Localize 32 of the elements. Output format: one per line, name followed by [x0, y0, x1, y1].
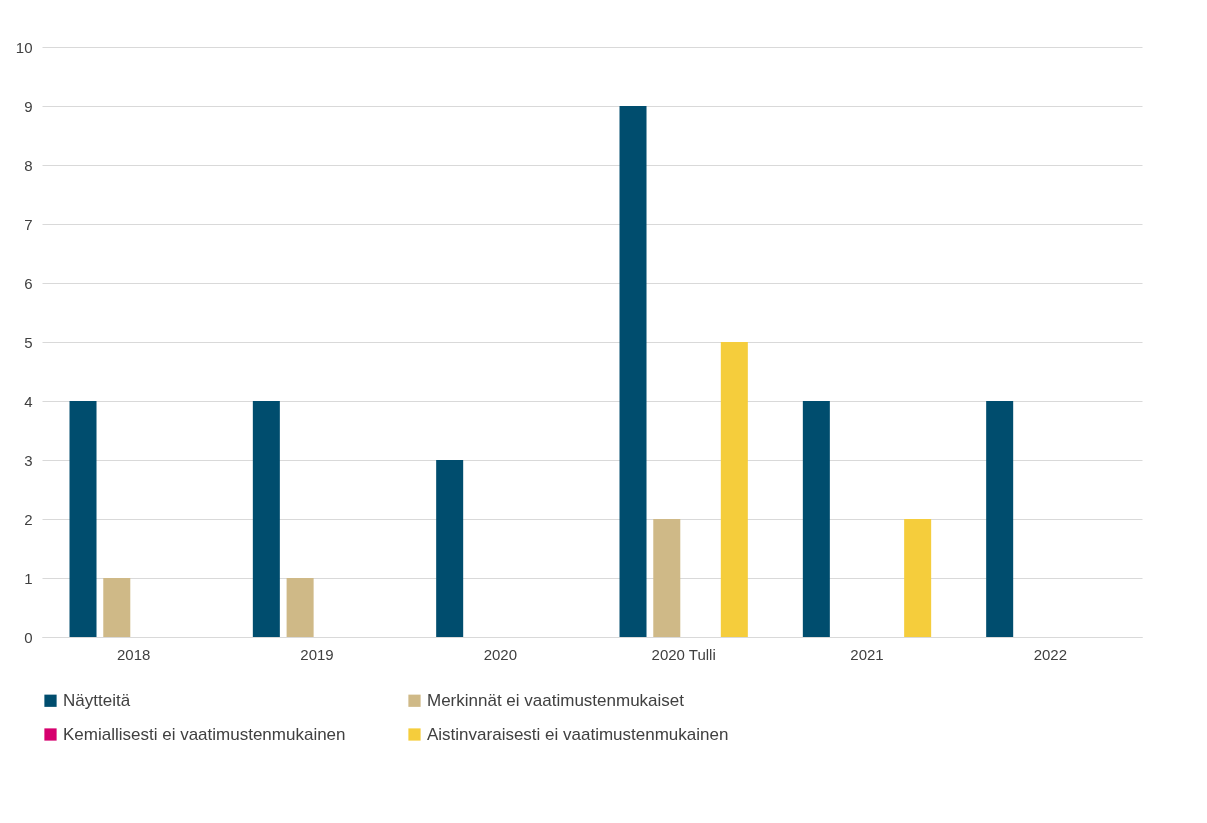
y-tick-label: 7 [24, 215, 33, 233]
bar [904, 519, 932, 637]
y-tick-label: 8 [24, 156, 33, 174]
bar [436, 460, 464, 637]
legend-label: Kemiallisesti ei vaatimustenmukainen [63, 724, 346, 744]
y-tick-label: 10 [15, 38, 33, 56]
x-tick-label: 2020 [483, 645, 518, 663]
bar [286, 578, 314, 637]
y-tick-label: 1 [24, 569, 33, 587]
x-tick-label: 2021 [850, 645, 884, 663]
bar [653, 519, 681, 637]
bar [802, 401, 830, 637]
legend-label: Aistinvaraisesti ei vaatimustenmukainen [427, 724, 729, 744]
y-tick-label: 0 [24, 628, 33, 646]
y-tick-label: 6 [24, 274, 33, 292]
bar [619, 106, 647, 637]
bar [69, 401, 97, 637]
x-tick-label: 2022 [1033, 645, 1068, 663]
y-tick-label: 4 [24, 392, 33, 410]
y-tick-label: 5 [24, 333, 33, 351]
x-tick-label: 2019 [300, 645, 334, 663]
y-tick-label: 3 [24, 451, 33, 469]
bar [986, 401, 1014, 637]
bar [103, 578, 131, 637]
x-tick-label: 2020 Tulli [651, 645, 716, 663]
y-tick-label: 2 [24, 510, 33, 528]
bar [252, 401, 280, 637]
y-tick-label: 9 [24, 97, 33, 115]
legend-label: Merkinnät ei vaatimustenmukaiset [427, 690, 685, 710]
legend-label: Näytteitä [63, 690, 131, 710]
bar [720, 342, 748, 637]
x-tick-label: 2018 [116, 645, 151, 663]
